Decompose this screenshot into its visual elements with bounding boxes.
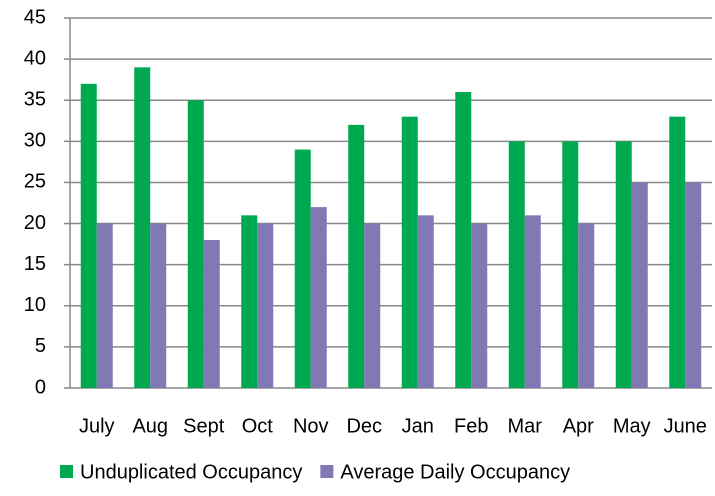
- bar: [417, 215, 434, 388]
- bar: [669, 116, 686, 389]
- bar: [203, 240, 220, 388]
- bar: [96, 223, 113, 388]
- bar: [80, 83, 97, 389]
- legend-swatch: [320, 465, 334, 478]
- x-tick-label: Nov: [293, 415, 329, 437]
- bar: [685, 182, 702, 388]
- y-tick-label: 30: [24, 130, 46, 152]
- x-tick-label: Feb: [454, 415, 488, 437]
- x-tick-label: Mar: [508, 415, 543, 437]
- bar: [241, 215, 258, 388]
- y-tick-label: 5: [35, 335, 46, 357]
- legend-swatch: [60, 465, 73, 478]
- bar: [455, 92, 472, 388]
- x-tick-label: Jan: [402, 415, 434, 437]
- y-tick-label: 45: [24, 6, 46, 28]
- bar: [401, 116, 418, 389]
- x-tick-label: June: [664, 415, 707, 437]
- bar: [615, 141, 632, 388]
- x-tick-label: May: [613, 415, 651, 437]
- y-tick-label: 40: [24, 47, 46, 69]
- x-tick-label: Oct: [242, 415, 274, 437]
- bar: [364, 223, 381, 388]
- bar: [187, 100, 204, 388]
- y-tick-label: 25: [24, 171, 46, 193]
- bar: [631, 182, 648, 388]
- bar: [471, 223, 488, 388]
- bar: [578, 223, 595, 388]
- x-tick-label: July: [79, 415, 115, 437]
- x-tick-label: Aug: [132, 415, 168, 437]
- legend-label: Average Daily Occupancy: [340, 461, 570, 483]
- y-tick-label: 20: [24, 212, 46, 234]
- bar: [508, 141, 525, 388]
- bar: [310, 207, 327, 388]
- y-tick-label: 10: [24, 294, 46, 316]
- y-tick-label: 0: [35, 376, 46, 398]
- bar: [524, 215, 541, 388]
- bar: [562, 141, 579, 388]
- legend-label: Unduplicated Occupancy: [80, 461, 302, 483]
- bar: [134, 67, 151, 388]
- y-tick-label: 15: [24, 253, 46, 275]
- x-tick-label: Sept: [183, 415, 225, 437]
- y-tick-label: 35: [24, 89, 46, 111]
- x-tick-label: Dec: [346, 415, 382, 437]
- bar: [150, 223, 167, 388]
- bar: [294, 149, 311, 388]
- bar: [257, 223, 274, 388]
- bar: [348, 124, 365, 388]
- x-tick-label: Apr: [563, 415, 594, 437]
